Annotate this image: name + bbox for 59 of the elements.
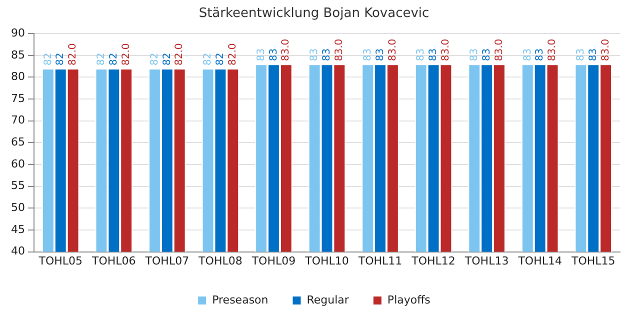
legend-label: Preseason — [212, 293, 268, 306]
legend-label: Regular — [306, 293, 350, 306]
y-tick-label: 75 — [10, 92, 25, 105]
data-label: 83.0 — [600, 38, 612, 62]
data-label: 83 — [322, 48, 333, 62]
y-tick-label: 45 — [10, 222, 25, 236]
data-label: 82.0 — [120, 43, 132, 66]
legend-label: Playoffs — [387, 293, 431, 306]
data-label: 83 — [416, 48, 427, 62]
y-tick-label: 70 — [10, 114, 25, 127]
data-label: 82 — [215, 52, 226, 66]
data-label: 83.0 — [334, 38, 346, 62]
data-label: 83.0 — [494, 38, 505, 62]
chart-title: Stärkeentwicklung Bojan Kovacevic — [198, 6, 430, 22]
x-tick-label: TOHL10 — [304, 254, 349, 268]
y-tick-label: 55 — [10, 179, 25, 192]
data-label: 83 — [374, 48, 386, 62]
data-label: 83 — [481, 48, 492, 62]
x-tick-label: TOHL15 — [570, 254, 616, 268]
x-tick-label: TOHL07 — [144, 254, 190, 268]
x-tick-label: TOHL11 — [357, 254, 402, 268]
x-tick-label: TOHL08 — [198, 254, 242, 268]
data-label: 83 — [576, 48, 587, 62]
data-label: 82 — [149, 52, 160, 66]
data-label: 82 — [202, 52, 214, 66]
y-tick-label: 40 — [10, 244, 25, 258]
data-label: 82.0 — [227, 43, 238, 66]
data-label: 82 — [96, 52, 108, 66]
data-label: 83 — [268, 48, 280, 62]
y-tick-label: 50 — [10, 201, 25, 214]
x-tick-label: TOHL06 — [91, 254, 136, 268]
data-label: 83.0 — [440, 38, 452, 62]
y-tick-label: 60 — [10, 157, 25, 170]
data-label: 83 — [468, 48, 480, 62]
data-label: 83 — [362, 48, 374, 62]
data-label: 83.0 — [280, 38, 292, 62]
data-label: 83 — [256, 48, 267, 62]
x-tick-label: TOHL14 — [517, 254, 562, 268]
y-tick-label: 90 — [10, 26, 25, 40]
y-tick-label: 65 — [10, 136, 25, 149]
x-tick-label: TOHL13 — [464, 254, 509, 268]
x-tick-label: TOHL05 — [38, 254, 83, 268]
data-label: 82 — [42, 52, 54, 66]
data-label: 82 — [108, 52, 120, 66]
x-tick-label: TOHL09 — [250, 254, 296, 268]
data-label: 82 — [162, 52, 173, 66]
data-label: 82.0 — [174, 43, 186, 66]
data-label: 83 — [309, 48, 320, 62]
y-tick-label: 85 — [10, 48, 25, 62]
data-label: 82 — [55, 52, 66, 66]
data-label: 83 — [588, 48, 599, 62]
data-label: 82.0 — [68, 43, 79, 66]
data-label: 83 — [522, 48, 534, 62]
data-label: 83.0 — [387, 38, 398, 62]
data-label: 83.0 — [547, 38, 558, 62]
data-label: 83 — [428, 48, 440, 62]
data-label: 83 — [534, 48, 546, 62]
x-tick-label: TOHL12 — [410, 254, 456, 268]
y-tick-label: 80 — [10, 70, 25, 84]
